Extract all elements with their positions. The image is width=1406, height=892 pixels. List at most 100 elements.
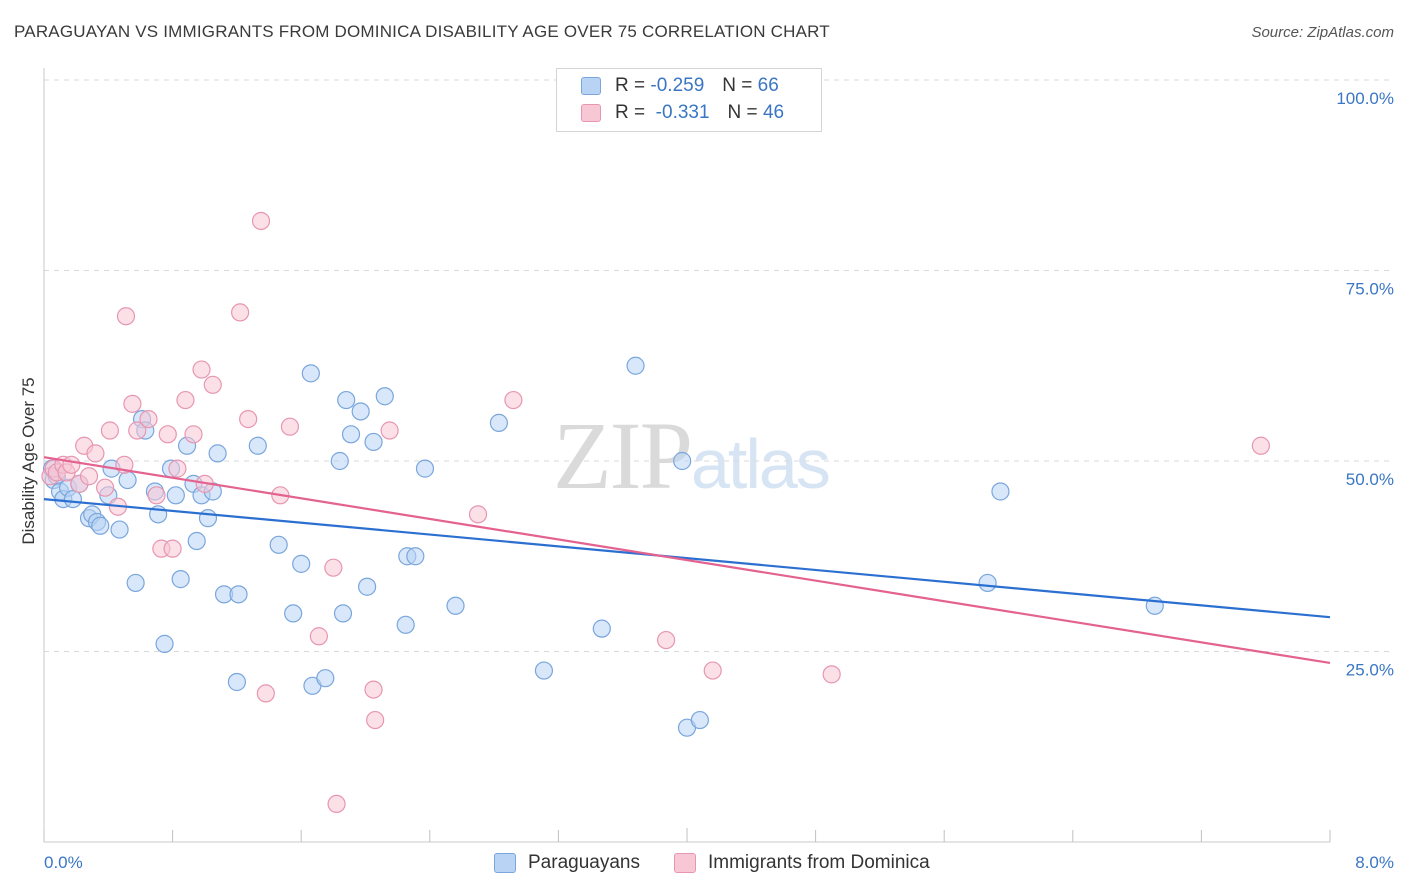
dominica-point	[147, 486, 166, 505]
paraguayans-point	[91, 516, 110, 535]
paraguayans-point	[690, 710, 709, 730]
paraguayans-point	[187, 531, 206, 551]
paraguayans-point	[166, 486, 185, 505]
paraguayans-point	[341, 425, 361, 444]
dominica-point	[128, 421, 147, 440]
paraguayans-points	[42, 356, 1164, 737]
paraguayans-point	[337, 390, 356, 410]
dominica-point	[62, 455, 81, 474]
paraguayans-point	[171, 570, 190, 589]
legend-r-value: -0.259	[650, 75, 705, 96]
dominica-point	[116, 307, 136, 326]
y-axis-title: Disability Age Over 75	[19, 377, 38, 544]
dominica-point	[256, 684, 275, 703]
chart-source: Source: ZipAtlas.com	[1251, 24, 1394, 41]
x-tick-labels: 0.0% 8.0%	[44, 853, 1394, 872]
paraguayans-point	[292, 554, 311, 573]
legend-r-label: R =	[615, 75, 646, 96]
paraguayans-point	[208, 444, 227, 463]
dominica-point	[176, 390, 195, 410]
paraguayans-point	[333, 604, 353, 623]
dominica-point	[86, 444, 105, 463]
paraguayans-point	[284, 604, 303, 623]
paraguayans-point	[375, 387, 394, 406]
paraguayans-point	[155, 634, 174, 653]
paraguayans-point	[534, 661, 554, 680]
y-tick-label: 100.0%	[1336, 89, 1394, 108]
dominica-trend-line	[43, 456, 1331, 665]
dominica-point	[703, 661, 722, 680]
watermark-atlas: atlas	[691, 425, 831, 503]
legend-n-label: N =	[727, 102, 758, 123]
y-tick-label: 75.0%	[1346, 280, 1394, 299]
legend-n-label: N =	[722, 75, 753, 96]
dominica-point	[251, 211, 271, 231]
dominica-point	[123, 394, 142, 413]
x-tick-label: 0.0%	[44, 853, 83, 872]
dominica-point	[168, 459, 187, 478]
dominica-point	[158, 425, 177, 444]
paraguayans-point	[229, 585, 248, 604]
paraguayans-point	[396, 615, 415, 634]
bottom-legend-label: Paraguayans	[528, 852, 640, 873]
dominica-point	[192, 360, 211, 379]
paraguayans-point	[301, 364, 320, 383]
paraguayans-point	[118, 470, 137, 490]
x-tick-label: 8.0%	[1355, 853, 1394, 872]
trend-lines	[43, 456, 1331, 665]
legend-row-dominica: R = -0.331 N = 46	[581, 100, 784, 126]
dominica-point	[504, 390, 523, 410]
paraguayans-point	[626, 356, 645, 375]
paraguayans-point	[406, 547, 425, 566]
dominica-point	[280, 417, 300, 436]
dominica-point	[239, 409, 258, 429]
chart-title: PARAGUAYAN VS IMMIGRANTS FROM DOMINICA D…	[14, 22, 830, 41]
paraguayans-point	[269, 535, 288, 554]
paraguayans-point	[415, 459, 435, 478]
paraguayans-point	[63, 490, 83, 509]
dominica-point	[364, 680, 383, 699]
dominica-point	[79, 467, 99, 486]
watermark-zip: ZIP	[553, 402, 693, 509]
bottom-legend-paraguayans: Paraguayans	[494, 852, 640, 874]
dominica-point	[95, 478, 115, 497]
dominica-points	[41, 211, 1270, 814]
dominica-point	[203, 375, 222, 394]
paraguayans-point	[358, 577, 377, 596]
legend-r-label: R =	[615, 102, 646, 123]
dominica-point	[327, 794, 346, 814]
y-tick-label: 50.0%	[1346, 470, 1394, 489]
paraguayans-point	[592, 619, 611, 638]
paraguayans-point	[248, 436, 267, 455]
dominica-point	[100, 421, 120, 440]
dominica-point	[184, 425, 203, 444]
y-tick-labels: 100.0% 75.0% 50.0% 25.0%	[1336, 89, 1394, 680]
legend-swatch-blue	[581, 77, 601, 95]
dominica-point	[139, 409, 158, 429]
paraguayans-trend-line	[43, 498, 1331, 619]
legend-n-value: 66	[757, 75, 779, 96]
dominica-point	[657, 630, 676, 650]
dominica-point	[366, 710, 385, 730]
legend-row-paraguayans: R = -0.259 N = 66	[581, 73, 779, 99]
paraguayans-point	[673, 451, 692, 471]
correlation-legend: R = -0.259 N = 66 R = -0.331 N = 46	[556, 68, 822, 132]
paraguayans-point	[198, 509, 218, 528]
paraguayans-point	[110, 520, 129, 539]
dominica-point	[309, 627, 328, 646]
legend-swatch-pink	[581, 104, 601, 122]
paraguayans-point	[446, 596, 465, 615]
axes	[43, 68, 1331, 843]
paraguayans-point	[316, 669, 335, 688]
dominica-point	[822, 665, 841, 684]
y-tick-label: 25.0%	[1346, 661, 1394, 680]
dominica-point	[380, 421, 399, 440]
legend-r-value: -0.331	[655, 102, 710, 123]
paraguayans-point	[126, 573, 145, 593]
dominica-point	[1251, 436, 1270, 455]
paraguayans-point	[227, 672, 246, 692]
zipatlas-watermark: ZIPatlas	[553, 400, 831, 511]
bottom-legend-dominica: Immigrants from Dominica	[674, 852, 930, 874]
paraguayans-point	[978, 573, 997, 593]
